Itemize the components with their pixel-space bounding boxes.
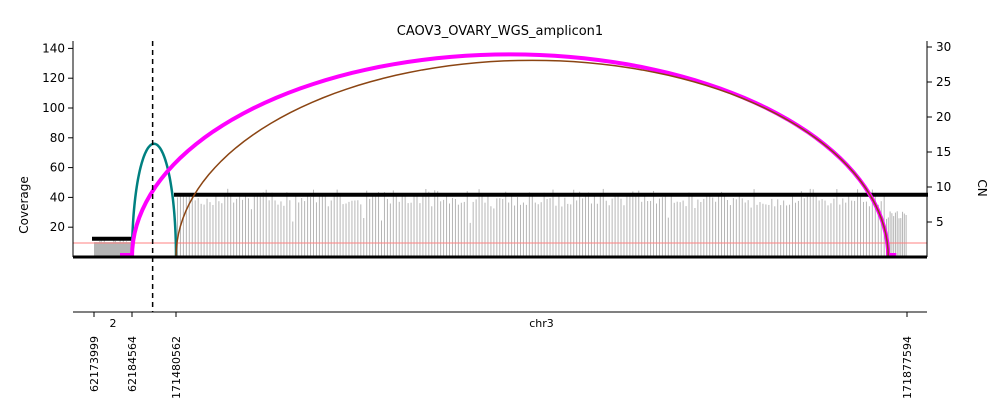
position-label: 171480562 bbox=[170, 336, 183, 399]
position-label: 62173999 bbox=[88, 336, 101, 392]
y2-tick-label: 25 bbox=[936, 75, 951, 89]
y-ticks-left: 20 40 60 80 100 120 140 bbox=[42, 41, 73, 234]
coverage-bars bbox=[94, 188, 907, 257]
y-tick-label: 40 bbox=[50, 190, 65, 204]
breakpoint-arcs bbox=[120, 52, 897, 258]
cn-segment-layer bbox=[92, 192, 928, 241]
y2-tick-label: 5 bbox=[936, 215, 944, 229]
y-tick-label: 120 bbox=[42, 71, 65, 85]
y-tick-label: 80 bbox=[50, 131, 65, 145]
y-tick-label: 100 bbox=[42, 101, 65, 115]
y-tick-label: 140 bbox=[42, 41, 65, 55]
chromosome-label: 2 bbox=[110, 317, 117, 330]
y-tick-label: 60 bbox=[50, 161, 65, 175]
y2-tick-label: 20 bbox=[936, 110, 951, 124]
y-axis-label: Coverage bbox=[17, 176, 31, 234]
y2-tick-label: 30 bbox=[936, 40, 951, 54]
y2-axis-label: CN bbox=[975, 179, 989, 196]
position-labels: 62173999 62184564 171480562 171877594 bbox=[88, 312, 914, 399]
breakpoint-arc bbox=[130, 142, 178, 258]
chart-title: CAOV3_OVARY_WGS_amplicon1 bbox=[397, 24, 603, 39]
y-tick-label: 20 bbox=[50, 220, 65, 234]
chromosome-label: chr3 bbox=[529, 317, 554, 330]
segment-labels: 2 chr3 bbox=[110, 317, 554, 330]
breakpoint-arc bbox=[175, 59, 889, 258]
position-label: 62184564 bbox=[126, 336, 139, 392]
y2-tick-label: 10 bbox=[936, 180, 951, 194]
position-label: 171877594 bbox=[901, 336, 914, 399]
y2-tick-label: 15 bbox=[936, 145, 951, 159]
y-ticks-right: 5 10 15 20 25 30 bbox=[927, 40, 951, 229]
